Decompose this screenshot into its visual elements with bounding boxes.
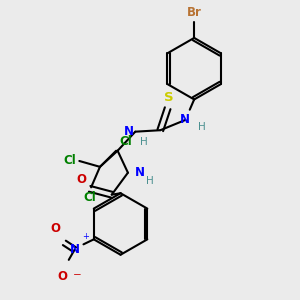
Text: H: H — [146, 176, 154, 187]
Text: N: N — [70, 243, 80, 256]
Text: N: N — [124, 125, 134, 138]
Text: Cl: Cl — [64, 154, 76, 167]
Text: O: O — [76, 173, 86, 186]
Text: O: O — [58, 270, 68, 283]
Text: Cl: Cl — [83, 191, 96, 204]
Text: −: − — [73, 270, 82, 280]
Text: Cl: Cl — [119, 135, 132, 148]
Text: N: N — [134, 166, 144, 179]
Text: O: O — [50, 222, 61, 235]
Text: H: H — [198, 122, 206, 132]
Text: Br: Br — [187, 6, 202, 19]
Text: N: N — [180, 113, 190, 127]
Text: +: + — [82, 232, 89, 242]
Text: S: S — [164, 91, 174, 104]
Text: H: H — [140, 137, 148, 147]
